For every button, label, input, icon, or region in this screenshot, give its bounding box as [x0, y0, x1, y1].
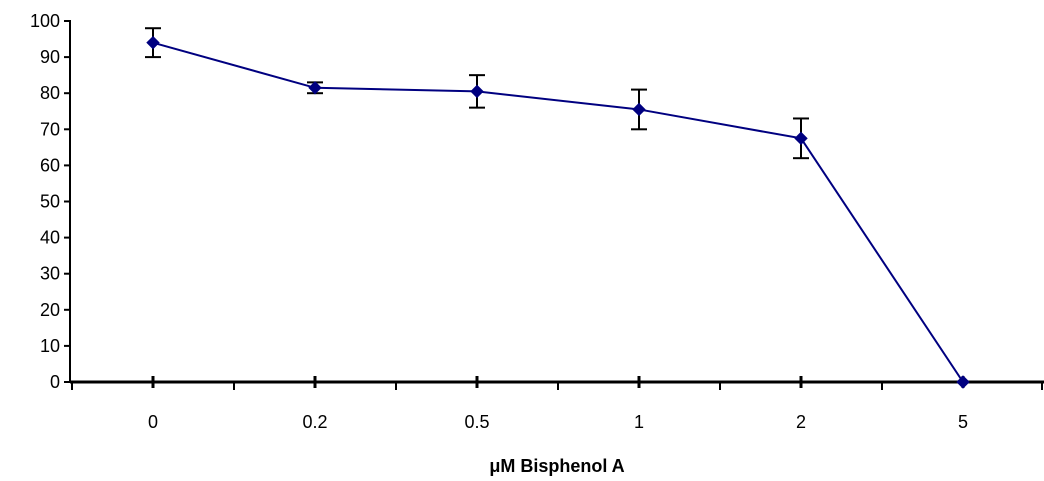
data-point-marker: [632, 102, 646, 117]
y-tick-label: 30: [40, 264, 60, 284]
data-point-marker: [146, 35, 160, 50]
y-tick-label: 60: [40, 155, 60, 175]
x-tick-label: 5: [958, 412, 968, 432]
x-tick-label: 0.5: [464, 412, 489, 432]
y-tick-label: 80: [40, 83, 60, 103]
data-point-marker: [308, 81, 322, 95]
y-tick-label: 40: [40, 228, 60, 248]
x-tick-label: 1: [634, 412, 644, 432]
x-tick-label: 0: [148, 412, 158, 432]
y-tick-label: 20: [40, 300, 60, 320]
data-point-marker: [794, 131, 808, 146]
y-tick-label: 90: [40, 47, 60, 67]
series-line: [152, 41, 964, 383]
x-axis: 0 0.2 0.5 1 2 5: [70, 376, 1044, 432]
data-point-marker: [470, 84, 484, 99]
data-point-marker: [956, 375, 970, 389]
data-series: [145, 27, 970, 389]
y-tick-label: 50: [40, 192, 60, 212]
y-tick-label: 100: [30, 11, 60, 31]
x-axis-title: μM Bisphenol A: [489, 456, 624, 476]
y-tick-label: 70: [40, 119, 60, 139]
y-axis: 0 10 20 30 40 50 60 70 80 90 100: [30, 11, 71, 392]
y-tick-label: 10: [40, 336, 60, 356]
y-tick-label: 0: [50, 372, 60, 392]
x-tick-label: 2: [796, 412, 806, 432]
x-tick-label: 0.2: [302, 412, 327, 432]
